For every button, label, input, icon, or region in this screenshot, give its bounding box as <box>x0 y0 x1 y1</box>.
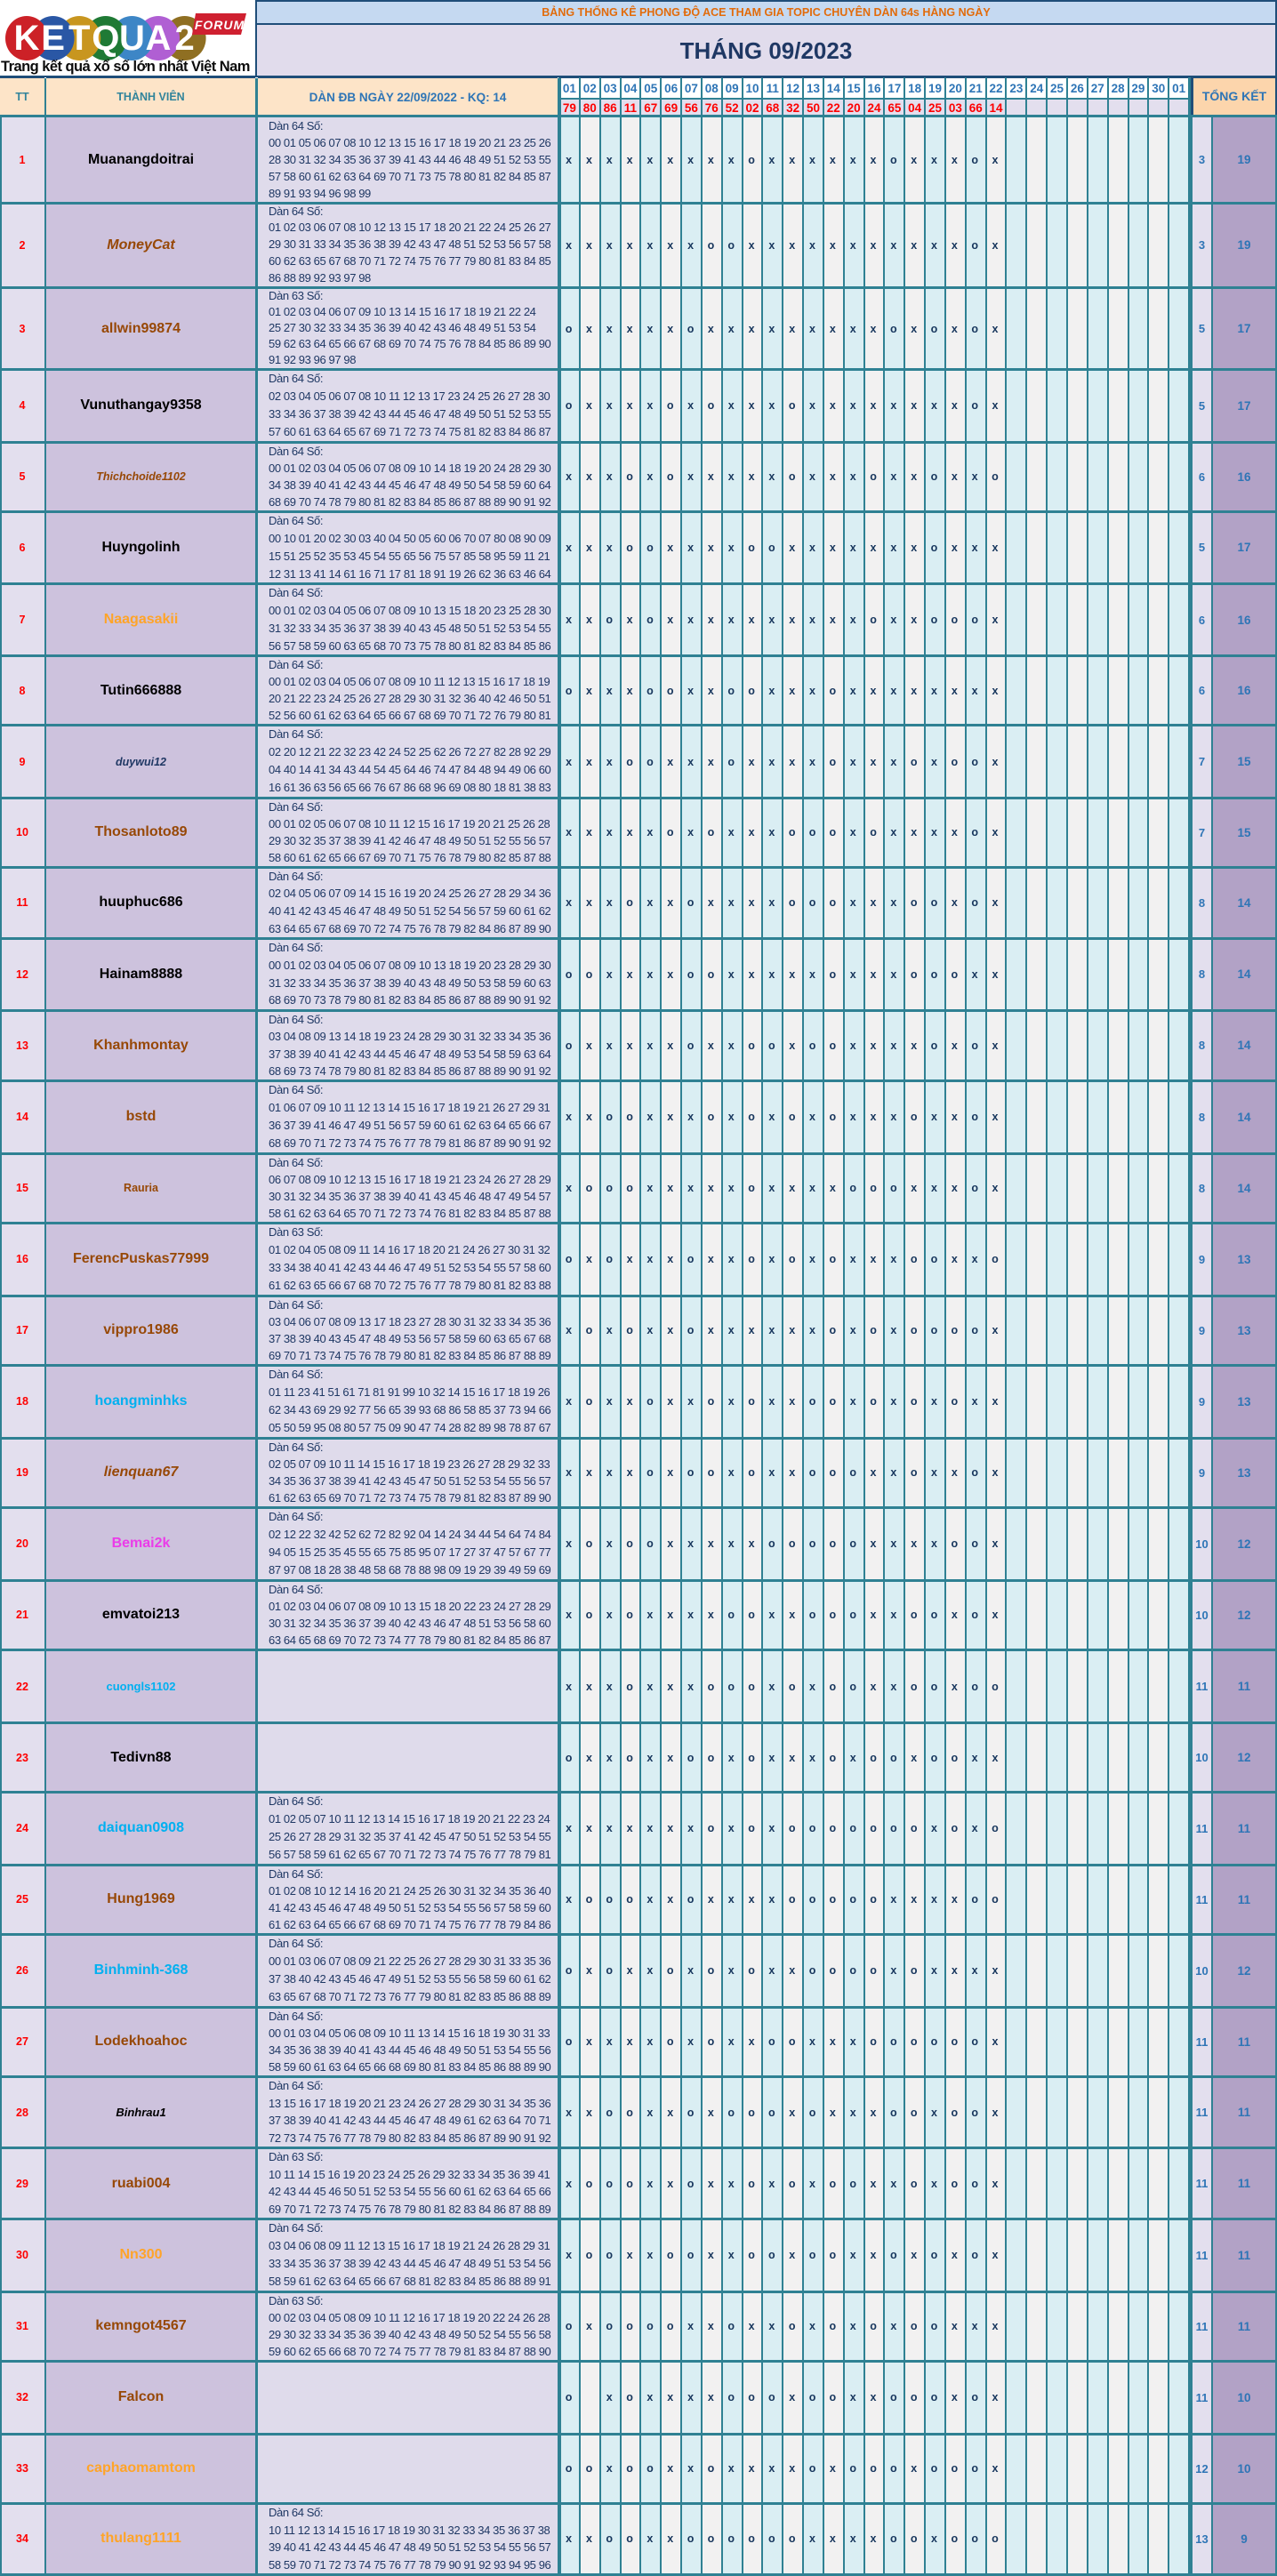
svg-text:U: U <box>119 19 145 58</box>
svg-text:2: 2 <box>174 19 194 58</box>
svg-text:Trang kết quả xổ số lớn nhất V: Trang kết quả xổ số lớn nhất Việt Nam <box>1 59 250 75</box>
svg-text:K: K <box>14 19 40 58</box>
svg-text:E: E <box>41 19 65 58</box>
svg-text:Q: Q <box>92 19 119 58</box>
svg-text:A: A <box>146 19 172 58</box>
svg-text:T: T <box>68 19 90 58</box>
svg-text:FORUM: FORUM <box>195 18 245 32</box>
